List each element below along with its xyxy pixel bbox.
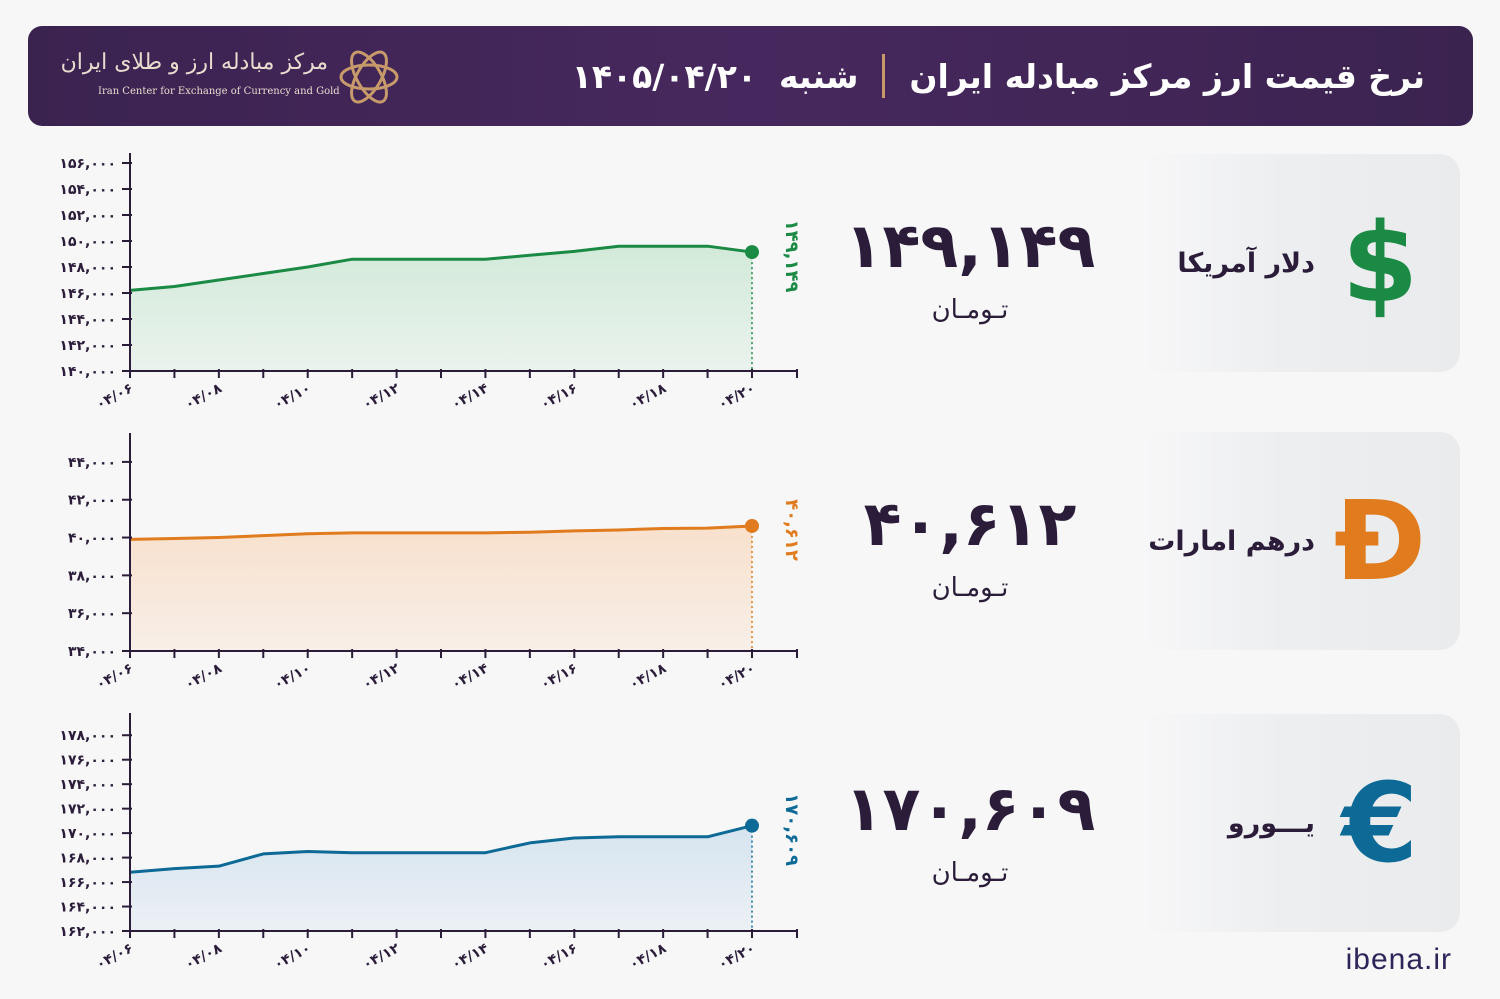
x-tick-label: ۰۴/۱۶ xyxy=(538,940,580,973)
value-aed: ۴۰,۶۱۲ تـومـان xyxy=(840,487,1100,604)
y-tick-label: ۱۷۸,۰۰۰ xyxy=(59,728,116,744)
series-line xyxy=(129,244,753,292)
logo: مرکز مبادله ارز و طلای ایران Iran Center… xyxy=(60,44,399,110)
x-tick-label: ۰۴/۱۴ xyxy=(449,380,492,413)
y-tick-label: ۱۷۴,۰۰۰ xyxy=(59,777,116,793)
y-tick-label: ۱۵۶,۰۰۰ xyxy=(59,156,116,172)
y-tick-label: ۴۲,۰۰۰ xyxy=(68,493,116,509)
x-tick-label: ۰۴/۰۶ xyxy=(94,660,136,693)
value-usd-number: ۱۴۹,۱۴۹ xyxy=(844,209,1096,282)
value-eur: ۱۷۰,۶۰۹ تـومـان xyxy=(840,772,1100,889)
y-tick-label: ۳۶,۰۰۰ xyxy=(68,606,116,622)
currency-card-eur: یـــورو € xyxy=(1142,714,1460,932)
y-tick-label: ۴۰,۰۰۰ xyxy=(68,531,116,547)
x-tick-label: ۰۴/۱۲ xyxy=(360,940,403,973)
x-tick-label: ۰۴/۱۸ xyxy=(627,380,670,413)
value-usd: ۱۴۹,۱۴۹ تـومـان xyxy=(840,209,1100,326)
series-area xyxy=(130,246,752,371)
x-tick-label: ۰۴/۲۰ xyxy=(716,380,758,413)
series-area xyxy=(130,825,752,931)
x-tick-label: ۰۴/۱۸ xyxy=(627,660,670,693)
header-banner: مرکز مبادله ارز و طلای ایران Iran Center… xyxy=(28,26,1473,126)
y-tick-label: ۱۴۸,۰۰۰ xyxy=(59,260,116,276)
value-usd-unit: تـومـان xyxy=(931,295,1009,325)
y-tick-label: ۱۴۴,۰۰۰ xyxy=(59,312,116,328)
dirham-icon: Đ xyxy=(1333,477,1427,605)
y-tick-label: ۱۵۰,۰۰۰ xyxy=(59,234,116,250)
y-tick-label: ۱۶۲,۰۰۰ xyxy=(59,924,116,940)
page-title: نرخ قیمت ارز مرکز مبادله ایران xyxy=(909,56,1425,96)
logo-text-fa: مرکز مبادله ارز و طلای ایران xyxy=(60,50,328,75)
series-line xyxy=(129,824,753,874)
y-tick-label: ۱۷۰,۰۰۰ xyxy=(59,826,116,842)
x-tick-label: ۰۴/۱۲ xyxy=(360,660,403,693)
y-tick-label: ۱۶۶,۰۰۰ xyxy=(59,875,116,891)
chart-aed-svg: ۴۰,۶۱۲ ۳۴,۰۰۰ ۳۶,۰۰۰ ۳۸,۰۰۰ ۴۰,۰۰۰ ۴۲,۰۰۰ ۴۴,۰… xyxy=(68,433,802,693)
last-point-marker xyxy=(745,518,759,533)
logo-mark-icon xyxy=(339,50,399,104)
x-tick-label: ۰۴/۰۸ xyxy=(183,660,226,693)
currency-card-usd: دلار آمریکا $ xyxy=(1142,154,1460,372)
x-tick-label: ۰۴/۰۸ xyxy=(183,940,226,973)
logo-text-en: Iran Center for Exchange of Currency and… xyxy=(98,86,340,97)
y-tick-label: ۱۶۸,۰۰۰ xyxy=(59,851,116,867)
chart-aed: ۴۰,۶۱۲ ۳۴,۰۰۰ ۳۶,۰۰۰ ۳۸,۰۰۰ ۴۰,۰۰۰ ۴۲,۰۰۰ ۴۴,۰… xyxy=(0,425,820,715)
y-tick-label: ۱۵۴,۰۰۰ xyxy=(59,182,116,198)
value-eur-unit: تـومـان xyxy=(931,858,1009,888)
header-title-row: نرخ قیمت ارز مرکز مبادله ایران شنبه ۱۴۰۵… xyxy=(572,26,1425,126)
footer-site: ibena.ir xyxy=(1345,943,1452,976)
y-tick-label: ۱۴۶,۰۰۰ xyxy=(59,286,116,302)
y-tick-label: ۱۷۶,۰۰۰ xyxy=(59,753,116,769)
last-value-label: ۴۰,۶۱۲ xyxy=(781,499,802,561)
x-tick-label: ۰۴/۱۰ xyxy=(271,660,313,693)
y-tick-label: ۳۴,۰۰۰ xyxy=(68,644,116,660)
chart-eur-svg: ۱۷۰,۶۰۹ ۱۶۲,۰۰۰ ۱۶۴,۰۰۰ ۱۶۶,۰۰۰ ۱۶۸,۰۰۰ ۱۷۰,۰… xyxy=(59,713,802,973)
chart-usd-svg: ۱۴۹,۱۴۹ ۱۴۰,۰۰۰ ۱۴۲,۰۰۰ ۱۴۴,۰۰۰ ۱۴۶,۰۰۰ ۱۴۸,۰… xyxy=(59,153,802,413)
last-point-marker xyxy=(745,818,759,833)
y-tick-label: ۳۸,۰۰۰ xyxy=(68,568,116,584)
x-tick-label: ۰۴/۰۶ xyxy=(94,940,136,973)
y-tick-label: ۱۵۲,۰۰۰ xyxy=(59,208,116,224)
y-tick-label: ۱۷۲,۰۰۰ xyxy=(59,802,116,818)
currency-card-aed: درهم امارات Đ xyxy=(1142,432,1460,650)
x-tick-label: ۰۴/۱۴ xyxy=(449,660,492,693)
x-tick-label: ۰۴/۱۲ xyxy=(360,380,403,413)
last-value-label: ۱۴۹,۱۴۹ xyxy=(781,220,802,293)
x-tick-label: ۰۴/۱۰ xyxy=(271,940,313,973)
x-tick-label: ۰۴/۱۰ xyxy=(271,380,313,413)
y-tick-label: ۱۴۰,۰۰۰ xyxy=(59,364,116,380)
value-eur-number: ۱۷۰,۶۰۹ xyxy=(844,772,1096,845)
currency-label-eur: یـــورو xyxy=(1227,807,1315,839)
x-tick-label: ۰۴/۲۰ xyxy=(716,940,758,973)
series-area xyxy=(130,525,752,651)
series-line xyxy=(129,524,753,541)
y-tick-label: ۴۴,۰۰۰ xyxy=(68,455,116,471)
x-tick-label: ۰۴/۱۴ xyxy=(449,940,492,973)
header-date: ۱۴۰۵/۰۴/۲۰ xyxy=(571,56,757,96)
x-tick-label: ۰۴/۰۸ xyxy=(183,380,226,413)
y-tick-label: ۱۶۴,۰۰۰ xyxy=(59,900,116,916)
x-tick-label: ۰۴/۱۶ xyxy=(538,380,580,413)
x-tick-label: ۰۴/۱۶ xyxy=(538,660,580,693)
x-tick-label: ۰۴/۰۶ xyxy=(94,380,136,413)
euro-icon: € xyxy=(1341,759,1419,887)
currency-label-aed: درهم امارات xyxy=(1148,525,1315,557)
x-tick-label: ۰۴/۱۸ xyxy=(627,940,670,973)
currency-label-usd: دلار آمریکا xyxy=(1177,247,1315,279)
y-tick-label: ۱۴۲,۰۰۰ xyxy=(59,338,116,354)
value-aed-unit: تـومـان xyxy=(931,573,1009,603)
value-aed-number: ۴۰,۶۱۲ xyxy=(863,487,1077,560)
last-point-marker xyxy=(745,245,759,260)
x-tick-label: ۰۴/۲۰ xyxy=(716,660,758,693)
chart-usd: ۱۴۹,۱۴۹ ۱۴۰,۰۰۰ ۱۴۲,۰۰۰ ۱۴۴,۰۰۰ ۱۴۶,۰۰۰ ۱۴۸,۰… xyxy=(0,145,820,435)
last-value-label: ۱۷۰,۶۰۹ xyxy=(781,793,802,866)
header-day: شنبه xyxy=(778,56,859,96)
dollar-icon: $ xyxy=(1341,199,1419,327)
chart-eur: ۱۷۰,۶۰۹ ۱۶۲,۰۰۰ ۱۶۴,۰۰۰ ۱۶۶,۰۰۰ ۱۶۸,۰۰۰ ۱۷۰,۰… xyxy=(0,705,820,995)
header-divider xyxy=(882,54,886,98)
